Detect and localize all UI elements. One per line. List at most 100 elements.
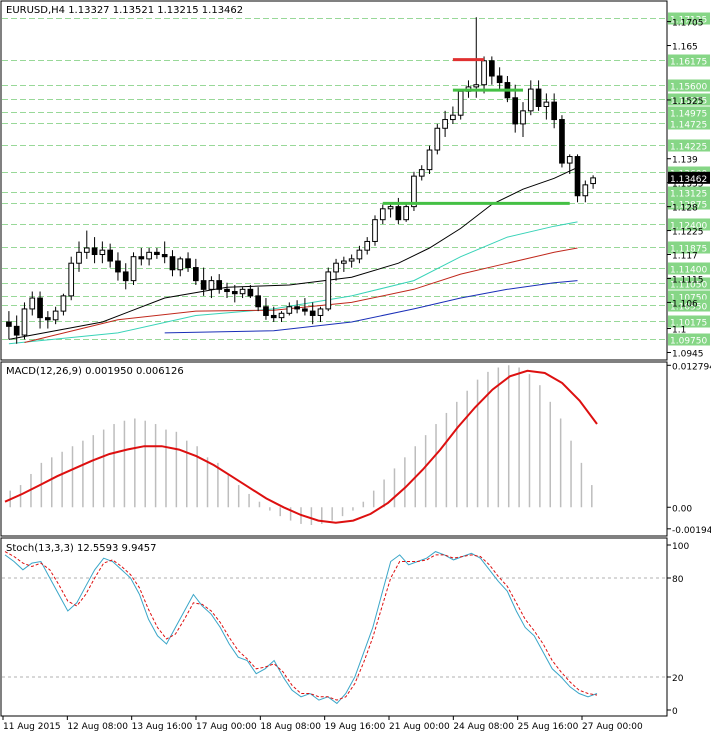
time-tick-label: 27 Aug 00:00 xyxy=(582,722,643,732)
candle xyxy=(356,245,363,264)
price-tick-label: 1.1335 xyxy=(672,180,704,190)
price-tick-label: 1.0945 xyxy=(672,349,704,359)
candle xyxy=(52,306,59,325)
bear-candle-body xyxy=(45,317,51,321)
level-label: 1.15600 xyxy=(670,83,707,93)
bear-candle-body xyxy=(231,291,238,295)
candle xyxy=(76,241,82,272)
candle xyxy=(317,306,324,322)
bull-candle-body xyxy=(418,169,425,177)
level-label-box xyxy=(668,12,710,25)
time-tick-label: 24 Aug 08:00 xyxy=(453,722,514,732)
bear-candle-body xyxy=(551,101,557,121)
time-tick-label: 12 Aug 08:00 xyxy=(67,722,128,732)
bear-candle-body xyxy=(91,247,98,256)
bull-candle-body xyxy=(582,184,589,197)
candle xyxy=(83,230,90,259)
candle xyxy=(122,263,129,290)
candle xyxy=(341,256,347,272)
level-label: 1.12875 xyxy=(670,201,707,211)
stoch-panel-title: Stoch(13,3,3) 12.5593 9.9457 xyxy=(6,543,157,554)
macd-histogram xyxy=(9,365,593,526)
trend-lines xyxy=(382,58,570,205)
bear-candle-body xyxy=(535,88,542,107)
time-tick-label: 17 Aug 00:00 xyxy=(196,722,257,732)
level-label-box xyxy=(668,218,710,231)
bear-candle-body xyxy=(185,258,191,269)
bear-candle-body xyxy=(496,75,503,84)
bull-candle-body xyxy=(450,114,456,121)
bear-candle-body xyxy=(138,256,145,260)
bear-candle-body xyxy=(200,280,207,290)
bear-candle-body xyxy=(6,321,12,327)
candle xyxy=(286,302,293,316)
price-tick-label: 1.139 xyxy=(672,156,698,166)
bear-candle-body xyxy=(107,249,113,262)
candle xyxy=(348,254,355,268)
bear-candle-body xyxy=(309,310,316,316)
candle xyxy=(566,154,573,174)
bull-candle-body xyxy=(473,84,480,88)
bull-candle-body xyxy=(379,208,386,221)
candle xyxy=(161,241,168,264)
candle xyxy=(29,291,36,316)
macd-panel-frame xyxy=(0,361,668,537)
level-label-box xyxy=(668,315,710,328)
bear-candle-body xyxy=(395,206,402,221)
candle xyxy=(99,241,106,264)
time-tick-label: 25 Aug 16:00 xyxy=(518,722,579,732)
stoch-levels xyxy=(2,577,667,678)
candle xyxy=(403,202,409,222)
candle xyxy=(231,284,238,303)
candle xyxy=(309,302,316,325)
bull-candle-body xyxy=(146,251,152,260)
moving-averages xyxy=(8,166,578,345)
stoch-tick-label: 0 xyxy=(672,707,678,717)
candle xyxy=(473,17,480,98)
bull-candle-body xyxy=(177,258,184,271)
price-axis: 1.17051.1651.15251.1391.13351.1281.12251… xyxy=(667,19,710,359)
bull-candle-body xyxy=(442,119,448,129)
candle xyxy=(177,256,184,277)
bear-candle-body xyxy=(247,288,254,297)
stoch-tick-label: 100 xyxy=(672,542,689,552)
macd-tick-label: 0.00 xyxy=(672,504,692,514)
time-tick-label: 13 Aug 16:00 xyxy=(132,722,193,732)
candle xyxy=(247,284,254,299)
bear-candle-body xyxy=(489,60,495,77)
level-label-box xyxy=(668,186,710,199)
bull-candle-body xyxy=(325,271,332,310)
current-price-box xyxy=(668,171,710,184)
candle xyxy=(138,247,145,266)
candle xyxy=(574,154,581,203)
time-axis: 11 Aug 2015 12 Aug 08:00 13 Aug 16:00 17 Au… xyxy=(2,716,643,732)
price-tick-label: 1.165 xyxy=(672,43,698,53)
level-label: 1.15275 xyxy=(670,97,707,107)
candle xyxy=(379,204,386,225)
candle xyxy=(489,56,495,85)
time-tick-label: 11 Aug 2015 xyxy=(3,722,61,732)
bear-candle-body xyxy=(161,254,168,258)
price-tick-label: 1.1115 xyxy=(672,275,704,285)
stoch-signal-line xyxy=(4,551,598,701)
candle xyxy=(91,237,98,264)
candle xyxy=(418,165,425,181)
candle xyxy=(224,282,230,299)
level-label-box xyxy=(668,299,710,312)
candle xyxy=(426,145,433,174)
candle xyxy=(154,247,160,259)
bull-candle-body xyxy=(481,60,487,86)
bull-candle-body xyxy=(403,206,409,221)
price-tick-label: 1.1 xyxy=(672,326,686,336)
candle xyxy=(590,175,596,189)
level-label: 1.13125 xyxy=(670,190,707,200)
price-panel-title: EURUSD,H4 1.13327 1.13521 1.13215 1.1346… xyxy=(6,5,243,16)
level-label: 1.16175 xyxy=(670,58,707,68)
bear-candle-body xyxy=(154,251,160,256)
level-label: 1.14725 xyxy=(670,121,707,131)
macd-panel-title: MACD(12,26,9) 0.001950 0.006126 xyxy=(6,366,184,377)
bull-candle-body xyxy=(60,295,67,312)
bull-candle-body xyxy=(52,310,59,321)
candle xyxy=(450,106,456,124)
candle xyxy=(551,93,557,129)
